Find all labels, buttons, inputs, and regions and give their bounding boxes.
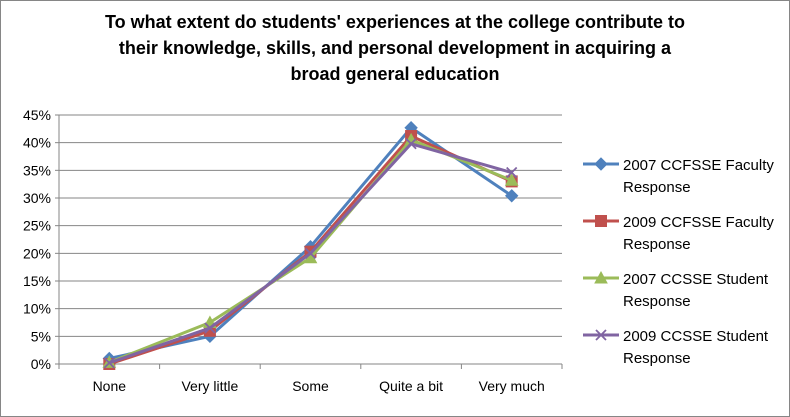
x-tick-label: Quite a bit	[379, 378, 443, 394]
chart-title-line-1: To what extent do students' experiences …	[104, 12, 686, 32]
y-tick-label: 15%	[23, 273, 51, 289]
legend-label: 2009 CCFSSE Faculty	[623, 214, 774, 231]
legend-label: Response	[623, 236, 691, 253]
legend-label: Response	[623, 293, 691, 310]
chart-title: To what extent do students' experiences …	[1, 9, 789, 87]
legend-label: 2009 CCSSE Student	[623, 328, 769, 345]
x-tick-label: Some	[292, 378, 329, 394]
legend-marker	[595, 329, 607, 341]
legend-label: Response	[623, 179, 691, 196]
data-point	[304, 247, 317, 259]
data-point	[504, 173, 519, 186]
legend-label: 2007 CCSSE Student	[623, 271, 769, 288]
data-point	[506, 166, 518, 179]
y-tick-label: 35%	[23, 162, 51, 178]
legend-marker	[594, 157, 608, 171]
data-point	[103, 357, 115, 369]
chart-title-line-2: their knowledge, skills, and personal de…	[118, 38, 672, 58]
y-tick-label: 45%	[23, 107, 51, 123]
legend-marker	[594, 270, 608, 284]
y-tick-label: 5%	[31, 328, 51, 344]
data-point	[204, 322, 216, 334]
x-tick-label: Very little	[181, 378, 238, 394]
chart-title-line-3: broad general education	[290, 64, 500, 84]
y-tick-label: 0%	[31, 356, 51, 372]
legend-marker	[595, 215, 607, 227]
y-tick-label: 30%	[23, 190, 51, 206]
y-tick-label: 10%	[23, 301, 51, 317]
data-point	[504, 189, 519, 203]
data-point	[405, 138, 417, 150]
legend-label: 2007 CCFSSE Faculty	[623, 157, 774, 174]
y-tick-label: 40%	[23, 135, 51, 151]
y-tick-label: 25%	[23, 218, 51, 234]
x-tick-label: None	[93, 378, 127, 394]
x-tick-label: Very much	[479, 378, 545, 394]
y-tick-label: 20%	[23, 245, 51, 261]
legend-label: Response	[623, 350, 691, 367]
